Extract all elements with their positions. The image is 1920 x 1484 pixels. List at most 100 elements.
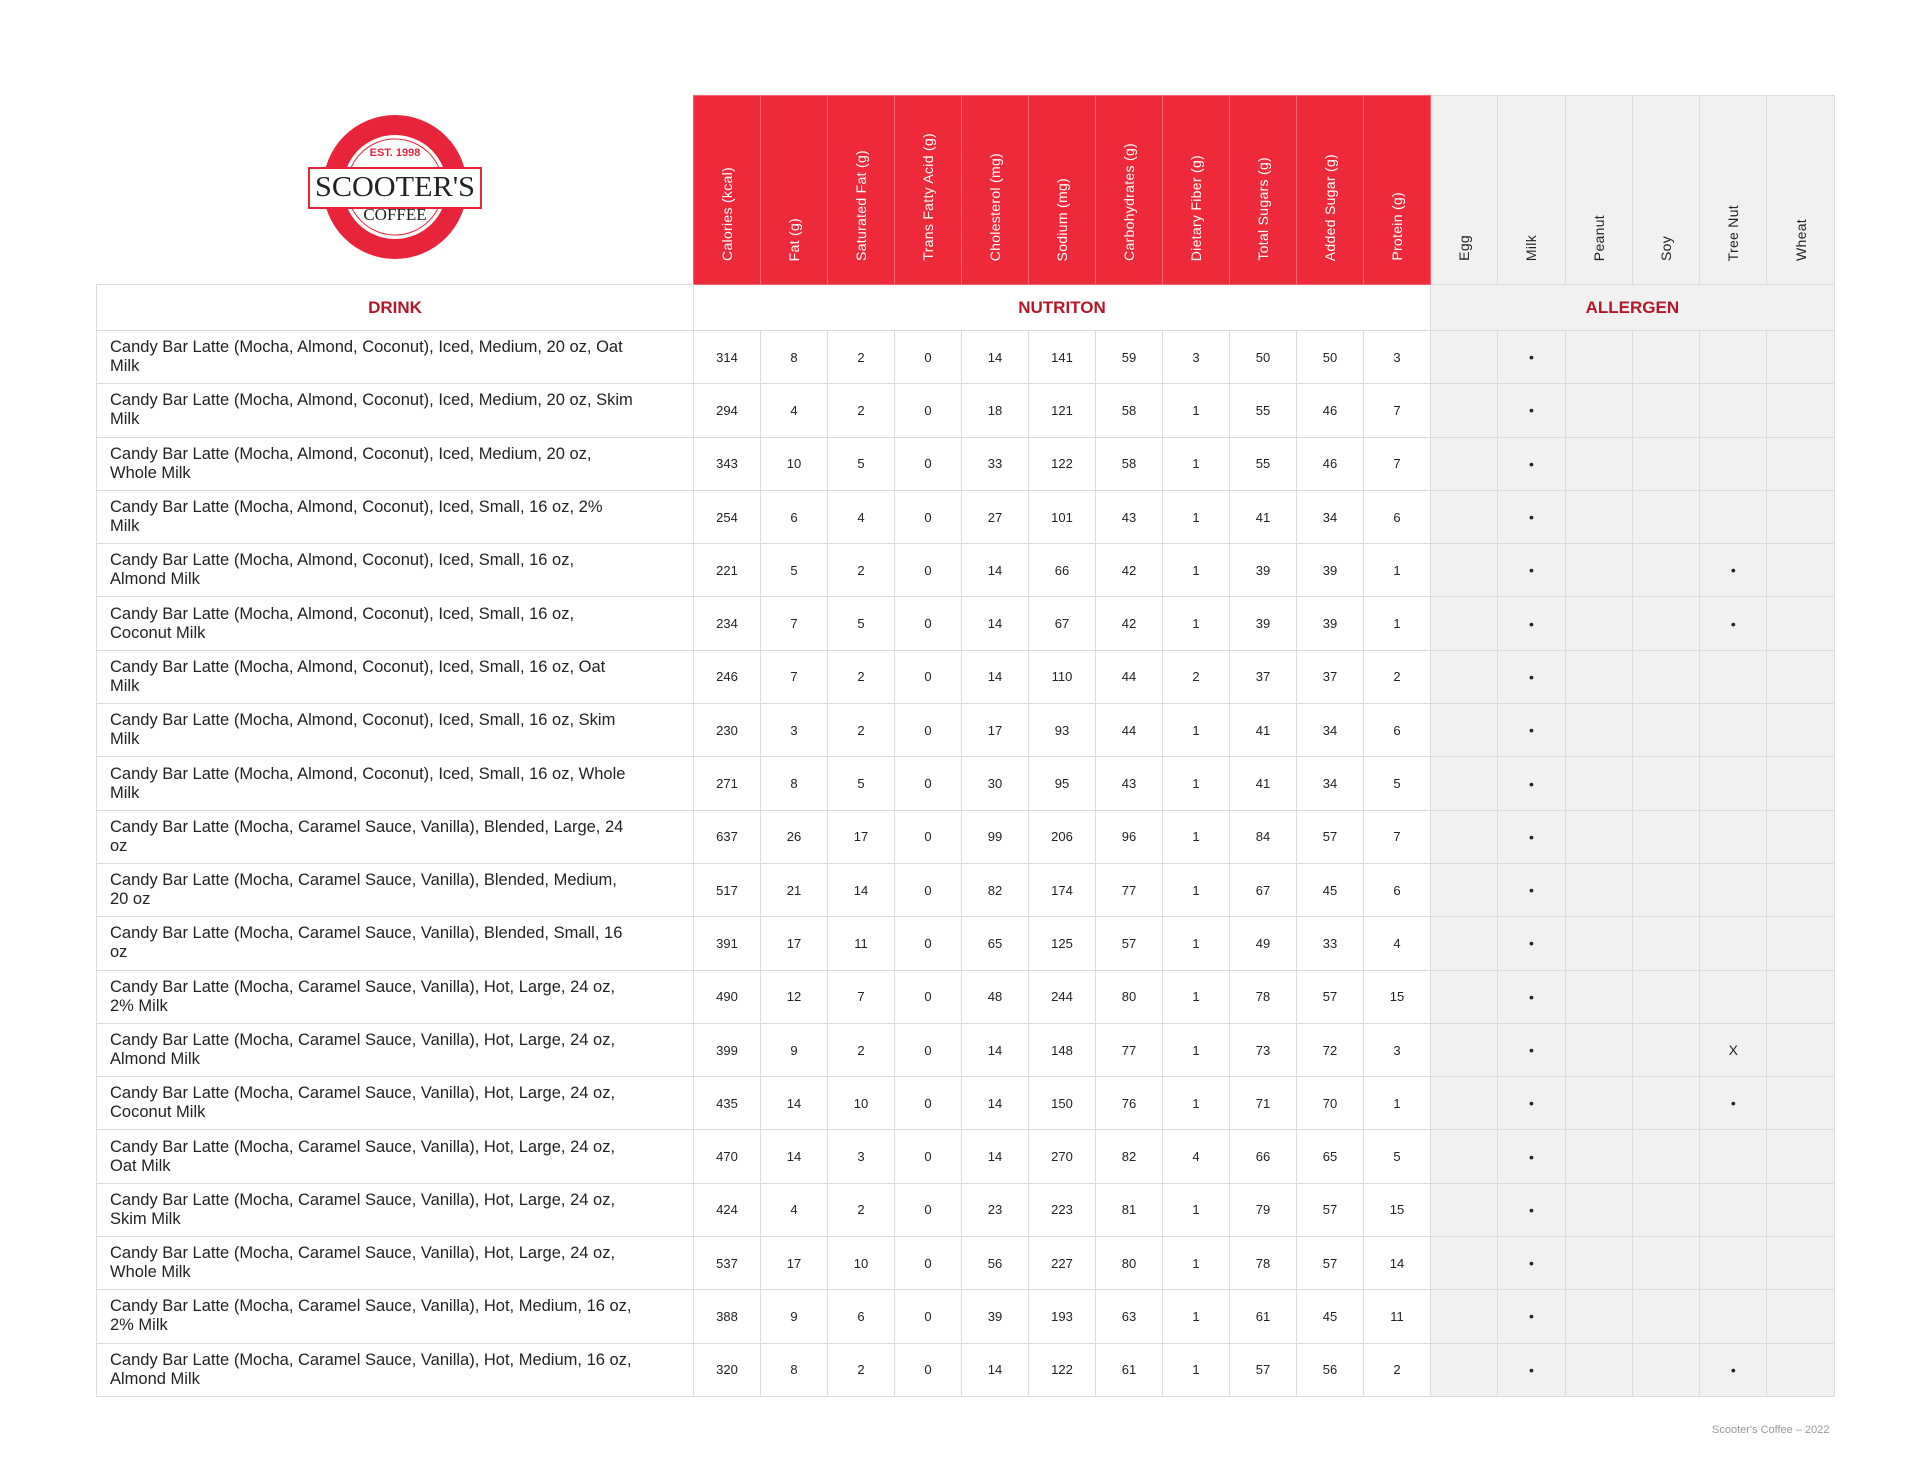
nutrition-sodium-mg: 141 <box>1028 329 1096 385</box>
allergen-wheat <box>1766 1022 1835 1078</box>
allergen-milk: • <box>1497 383 1566 438</box>
table-row: Candy Bar Latte (Mocha, Almond, Coconut)… <box>96 489 1835 545</box>
table-row: Candy Bar Latte (Mocha, Caramel Sauce, V… <box>96 1129 1835 1184</box>
nutrition-dietary-fiber-g: 1 <box>1162 1182 1230 1238</box>
column-header-label: Sodium (mg) <box>1054 177 1070 261</box>
nutrition-carbohydrates-g: 80 <box>1095 1236 1163 1291</box>
nutrition-dietary-fiber-g: 4 <box>1162 1129 1230 1184</box>
nutrition-protein-g: 2 <box>1363 1342 1431 1397</box>
nutrition-carbohydrates-g: 44 <box>1095 649 1163 705</box>
nutrition-calories-kcal: 234 <box>693 596 761 651</box>
nutrition-saturated-fat-g: 10 <box>827 1236 895 1291</box>
nutrition-cholesterol-mg: 14 <box>961 543 1029 598</box>
allergen-milk: • <box>1497 489 1566 545</box>
nutrition-added-sugar-g: 34 <box>1296 756 1364 811</box>
nutrition-calories-kcal: 388 <box>693 1289 761 1344</box>
column-header-added-sugar-g: Added Sugar (g) <box>1296 95 1364 285</box>
nutrition-cholesterol-mg: 14 <box>961 1342 1029 1397</box>
nutrition-calories-kcal: 399 <box>693 1022 761 1078</box>
nutrition-total-sugars-g: 67 <box>1229 862 1297 918</box>
nutrition-total-sugars-g: 55 <box>1229 436 1297 491</box>
nutrition-calories-kcal: 435 <box>693 1076 761 1131</box>
allergen-egg <box>1429 703 1499 758</box>
allergen-tree-nut <box>1699 329 1768 385</box>
table-row: Candy Bar Latte (Mocha, Caramel Sauce, V… <box>96 1022 1835 1078</box>
allergen-header-label: Peanut <box>1590 214 1607 261</box>
allergen-header-label: Egg <box>1456 235 1473 261</box>
allergen-tree-nut: X <box>1699 1022 1768 1078</box>
nutrition-total-sugars-g: 41 <box>1229 756 1297 811</box>
nutrition-saturated-fat-g: 6 <box>827 1289 895 1344</box>
nutrition-protein-g: 6 <box>1363 703 1431 758</box>
nutrition-carbohydrates-g: 76 <box>1095 1076 1163 1131</box>
nutrition-added-sugar-g: 39 <box>1296 596 1364 651</box>
allergen-tree-nut <box>1699 383 1768 438</box>
column-header-fat-g: Fat (g) <box>760 95 828 285</box>
allergen-wheat <box>1766 1182 1835 1238</box>
nutrition-saturated-fat-g: 5 <box>827 756 895 811</box>
nutrition-protein-g: 15 <box>1363 969 1431 1024</box>
allergen-milk: • <box>1497 543 1566 598</box>
table-row: Candy Bar Latte (Mocha, Caramel Sauce, V… <box>96 1289 1835 1344</box>
nutrition-protein-g: 11 <box>1363 1289 1431 1344</box>
allergen-peanut <box>1564 703 1633 758</box>
column-header-label: Trans Fatty Acid (g) <box>920 133 936 261</box>
allergen-peanut <box>1564 1022 1633 1078</box>
nutrition-added-sugar-g: 70 <box>1296 1076 1364 1131</box>
drink-name: Candy Bar Latte (Mocha, Almond, Coconut)… <box>96 489 694 545</box>
drink-name: Candy Bar Latte (Mocha, Caramel Sauce, V… <box>96 1022 694 1078</box>
allergen-header-label: Soy <box>1658 235 1675 261</box>
nutrition-sodium-mg: 244 <box>1028 969 1096 1024</box>
nutrition-trans-fatty-acid-g: 0 <box>894 543 962 598</box>
nutrition-saturated-fat-g: 5 <box>827 596 895 651</box>
allergen-peanut <box>1564 1182 1633 1238</box>
nutrition-calories-kcal: 391 <box>693 916 761 971</box>
column-header-label: Added Sugar (g) <box>1322 153 1338 261</box>
nutrition-added-sugar-g: 34 <box>1296 489 1364 545</box>
table-row: Candy Bar Latte (Mocha, Almond, Coconut)… <box>96 703 1835 758</box>
drink-name: Candy Bar Latte (Mocha, Caramel Sauce, V… <box>96 809 694 864</box>
allergen-peanut <box>1564 596 1633 651</box>
allergen-wheat <box>1766 756 1835 811</box>
allergen-tree-nut <box>1699 1129 1768 1184</box>
nutrition-total-sugars-g: 78 <box>1229 1236 1297 1291</box>
allergen-wheat <box>1766 969 1835 1024</box>
nutrition-sodium-mg: 66 <box>1028 543 1096 598</box>
nutrition-cholesterol-mg: 14 <box>961 1022 1029 1078</box>
column-header-carbohydrates-g: Carbohydrates (g) <box>1095 95 1163 285</box>
nutrition-cholesterol-mg: 14 <box>961 1129 1029 1184</box>
nutrition-saturated-fat-g: 2 <box>827 1022 895 1078</box>
nutrition-dietary-fiber-g: 1 <box>1162 703 1230 758</box>
allergen-wheat <box>1766 329 1835 385</box>
allergen-header-label: Tree Nut <box>1725 204 1742 261</box>
nutrition-added-sugar-g: 37 <box>1296 649 1364 705</box>
nutrition-allergen-sheet: Calories (kcal) Fat (g) Saturated Fat (g) T… <box>96 95 1835 1397</box>
nutrition-total-sugars-g: 57 <box>1229 1342 1297 1397</box>
nutrition-fat-g: 10 <box>760 436 828 491</box>
nutrition-sodium-mg: 223 <box>1028 1182 1096 1238</box>
allergen-wheat <box>1766 703 1835 758</box>
column-header-label: Saturated Fat (g) <box>853 150 869 261</box>
column-header-cholesterol-mg: Cholesterol (mg) <box>961 95 1029 285</box>
allergen-egg <box>1429 383 1499 438</box>
table-row: Candy Bar Latte (Mocha, Almond, Coconut)… <box>96 596 1835 651</box>
nutrition-calories-kcal: 537 <box>693 1236 761 1291</box>
drink-name: Candy Bar Latte (Mocha, Caramel Sauce, V… <box>96 1129 694 1184</box>
nutrition-added-sugar-g: 57 <box>1296 1182 1364 1238</box>
allergen-soy <box>1631 649 1701 705</box>
table-row: Candy Bar Latte (Mocha, Almond, Coconut)… <box>96 329 1835 385</box>
nutrition-fat-g: 17 <box>760 1236 828 1291</box>
nutrition-saturated-fat-g: 4 <box>827 489 895 545</box>
nutrition-carbohydrates-g: 58 <box>1095 436 1163 491</box>
allergen-milk: • <box>1497 649 1566 705</box>
column-header-trans-fatty-acid-g: Trans Fatty Acid (g) <box>894 95 962 285</box>
nutrition-dietary-fiber-g: 1 <box>1162 383 1230 438</box>
nutrition-sodium-mg: 193 <box>1028 1289 1096 1344</box>
nutrition-trans-fatty-acid-g: 0 <box>894 809 962 864</box>
nutrition-fat-g: 17 <box>760 916 828 971</box>
allergen-wheat <box>1766 1289 1835 1344</box>
drink-name: Candy Bar Latte (Mocha, Caramel Sauce, V… <box>96 1236 694 1291</box>
nutrition-sodium-mg: 67 <box>1028 596 1096 651</box>
allergen-tree-nut: • <box>1699 596 1768 651</box>
svg-text:COFFEE: COFFEE <box>363 205 426 224</box>
